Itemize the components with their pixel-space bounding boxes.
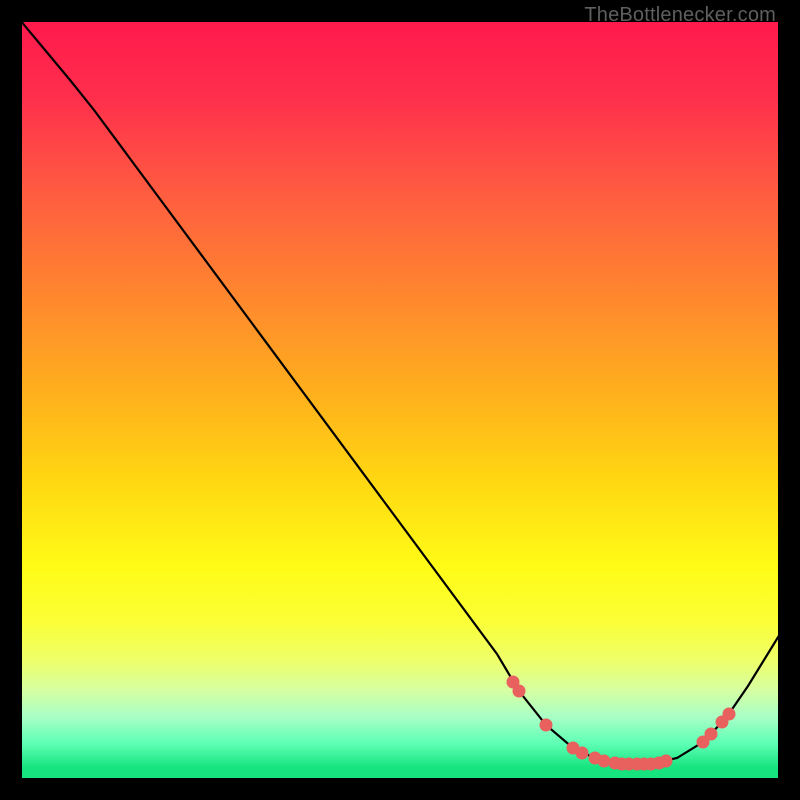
data-marker [513,685,526,698]
bottleneck-curve [22,22,778,764]
data-marker [705,728,718,741]
marker-group [507,676,736,771]
watermark-text: TheBottlenecker.com [584,4,776,27]
chart-frame: TheBottlenecker.com [0,0,800,800]
data-marker [576,747,589,760]
data-marker [660,755,673,768]
data-marker [598,755,611,768]
curve-layer [22,22,778,778]
data-marker [540,719,553,732]
data-marker [723,708,736,721]
plot-area [22,22,778,778]
